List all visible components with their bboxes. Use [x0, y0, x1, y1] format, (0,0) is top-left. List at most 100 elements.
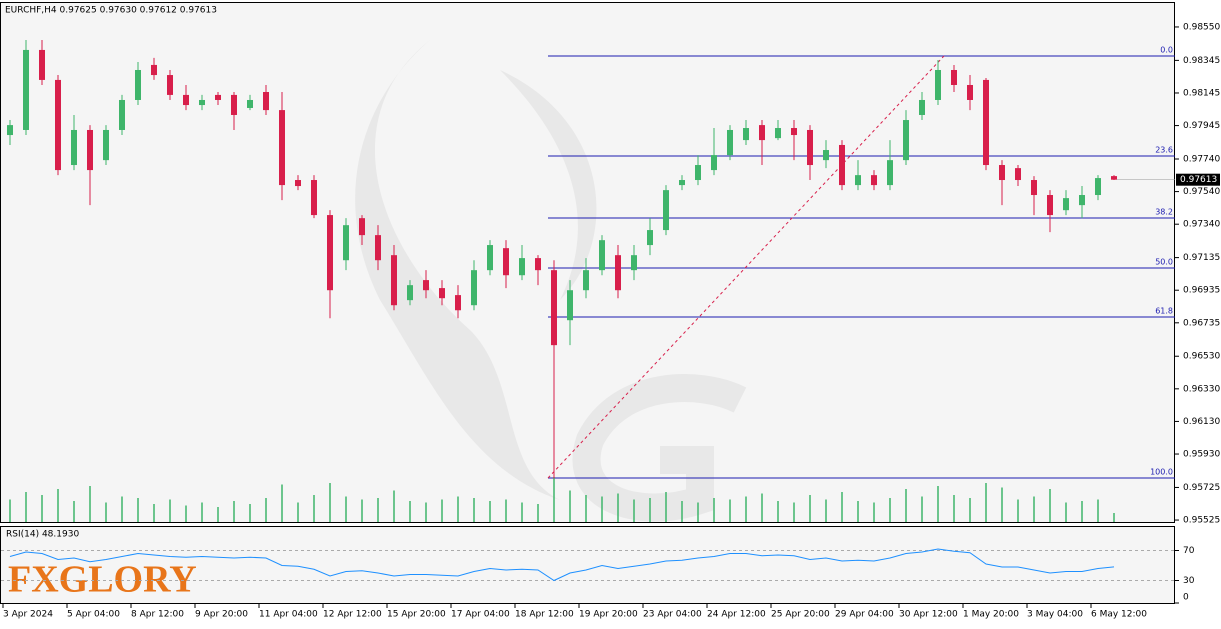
- candle-body: [679, 180, 685, 186]
- candle-body: [695, 165, 701, 181]
- volume-bar: [953, 495, 955, 522]
- volume-bar: [121, 496, 123, 522]
- volume-bar: [361, 499, 363, 522]
- volume-bar: [585, 495, 587, 522]
- x-tick-label: 19 Apr 20:00: [579, 610, 638, 620]
- candle-body: [1079, 195, 1085, 206]
- volume-bar: [73, 501, 75, 522]
- x-tick-label: 9 Apr 20:00: [195, 610, 248, 620]
- volume-bar: [89, 486, 91, 522]
- x-tick-label: 3 May 04:00: [1027, 610, 1083, 620]
- volume-bar: [617, 493, 619, 522]
- candle-body: [7, 125, 13, 136]
- candle-body: [567, 290, 573, 321]
- volume-bar: [857, 501, 859, 522]
- y-tick-label: 0.98550: [1183, 22, 1220, 32]
- volume-bar: [1049, 489, 1051, 522]
- volume-bar: [985, 483, 987, 522]
- candle-body: [1047, 195, 1053, 216]
- fib-label: 100.0: [1150, 467, 1173, 476]
- candle-body: [1063, 198, 1069, 211]
- candle-body: [455, 295, 461, 311]
- fib-label: 50.0: [1155, 258, 1173, 267]
- volume-bar: [393, 490, 395, 522]
- candle-body: [343, 225, 349, 261]
- volume-bar: [521, 502, 523, 522]
- volume-bar: [825, 499, 827, 522]
- y-tick-label: 0.97540: [1183, 187, 1220, 197]
- volume-bar: [41, 495, 43, 522]
- candle-body: [359, 218, 365, 236]
- volume-bar: [1081, 501, 1083, 522]
- candle-body: [311, 180, 317, 216]
- candle-body: [775, 128, 781, 139]
- y-tick-label: 0.96530: [1183, 352, 1220, 362]
- x-tick-label: 30 Apr 12:00: [899, 610, 958, 620]
- candle-body: [903, 120, 909, 161]
- volume-bar: [233, 501, 235, 522]
- volume-bar: [569, 490, 571, 522]
- volume-bar: [57, 489, 59, 522]
- volume-bar: [441, 499, 443, 522]
- candle-body: [71, 129, 77, 166]
- candle-body: [503, 248, 509, 276]
- candle-body: [743, 128, 749, 141]
- y-tick-label: 0.96330: [1183, 384, 1220, 394]
- candle-body: [183, 94, 189, 106]
- candle-body: [951, 69, 957, 85]
- candle-body: [423, 280, 429, 291]
- candle-body: [39, 49, 45, 80]
- candle-body: [791, 128, 797, 136]
- y-tick-label: 0.96130: [1183, 417, 1220, 427]
- volume-bar: [1017, 499, 1019, 522]
- volume-bar: [889, 498, 891, 522]
- volume-bar: [297, 502, 299, 522]
- candle-body: [295, 180, 301, 187]
- candle-body: [631, 255, 637, 271]
- volume-bar: [905, 489, 907, 522]
- volume-bar: [265, 498, 267, 522]
- volume-bar: [633, 499, 635, 522]
- candle-body: [135, 69, 141, 100]
- volume-bar: [649, 498, 651, 522]
- x-tick-label: 12 Apr 12:00: [323, 610, 382, 620]
- candle-body: [471, 270, 477, 306]
- x-tick-label: 1 May 20:00: [963, 610, 1019, 620]
- volume-bar: [473, 498, 475, 522]
- x-tick-label: 8 Apr 12:00: [131, 610, 184, 620]
- volume-bar: [313, 495, 315, 522]
- candle-body: [887, 160, 893, 186]
- y-tick-label: 0.96935: [1183, 286, 1220, 296]
- candle-body: [247, 99, 253, 108]
- volume-bar: [505, 499, 507, 522]
- candle-body: [215, 94, 221, 100]
- volume-bar: [745, 496, 747, 522]
- rsi-tick-label: 70: [1183, 546, 1195, 556]
- candle-body: [1111, 176, 1117, 180]
- volume-bar: [1113, 513, 1115, 522]
- volume-bar: [281, 484, 283, 522]
- x-tick-label: 15 Apr 20:00: [387, 610, 446, 620]
- y-tick-label: 0.98145: [1183, 88, 1220, 98]
- y-tick-label: 0.95930: [1183, 450, 1220, 460]
- volume-bar: [601, 496, 603, 522]
- candle-body: [199, 99, 205, 106]
- candle-body: [535, 258, 541, 271]
- volume-bar: [377, 498, 379, 522]
- y-tick-label: 0.97340: [1183, 220, 1220, 230]
- rsi-pane: [0, 526, 1175, 604]
- x-tick-label: 6 May 12:00: [1091, 610, 1147, 620]
- y-tick-label: 0.95525: [1183, 516, 1220, 526]
- candle-body: [407, 285, 413, 301]
- volume-bar: [537, 504, 539, 522]
- x-tick-label: 11 Apr 04:00: [259, 610, 318, 620]
- candle-body: [487, 245, 493, 271]
- last-price-label: 0.97613: [1180, 175, 1217, 185]
- volume-bar: [153, 504, 155, 522]
- candle-body: [983, 79, 989, 166]
- candle-body: [279, 110, 285, 186]
- volume-bar: [1033, 496, 1035, 522]
- x-tick-label: 18 Apr 12:00: [515, 610, 574, 620]
- volume-bar: [681, 501, 683, 522]
